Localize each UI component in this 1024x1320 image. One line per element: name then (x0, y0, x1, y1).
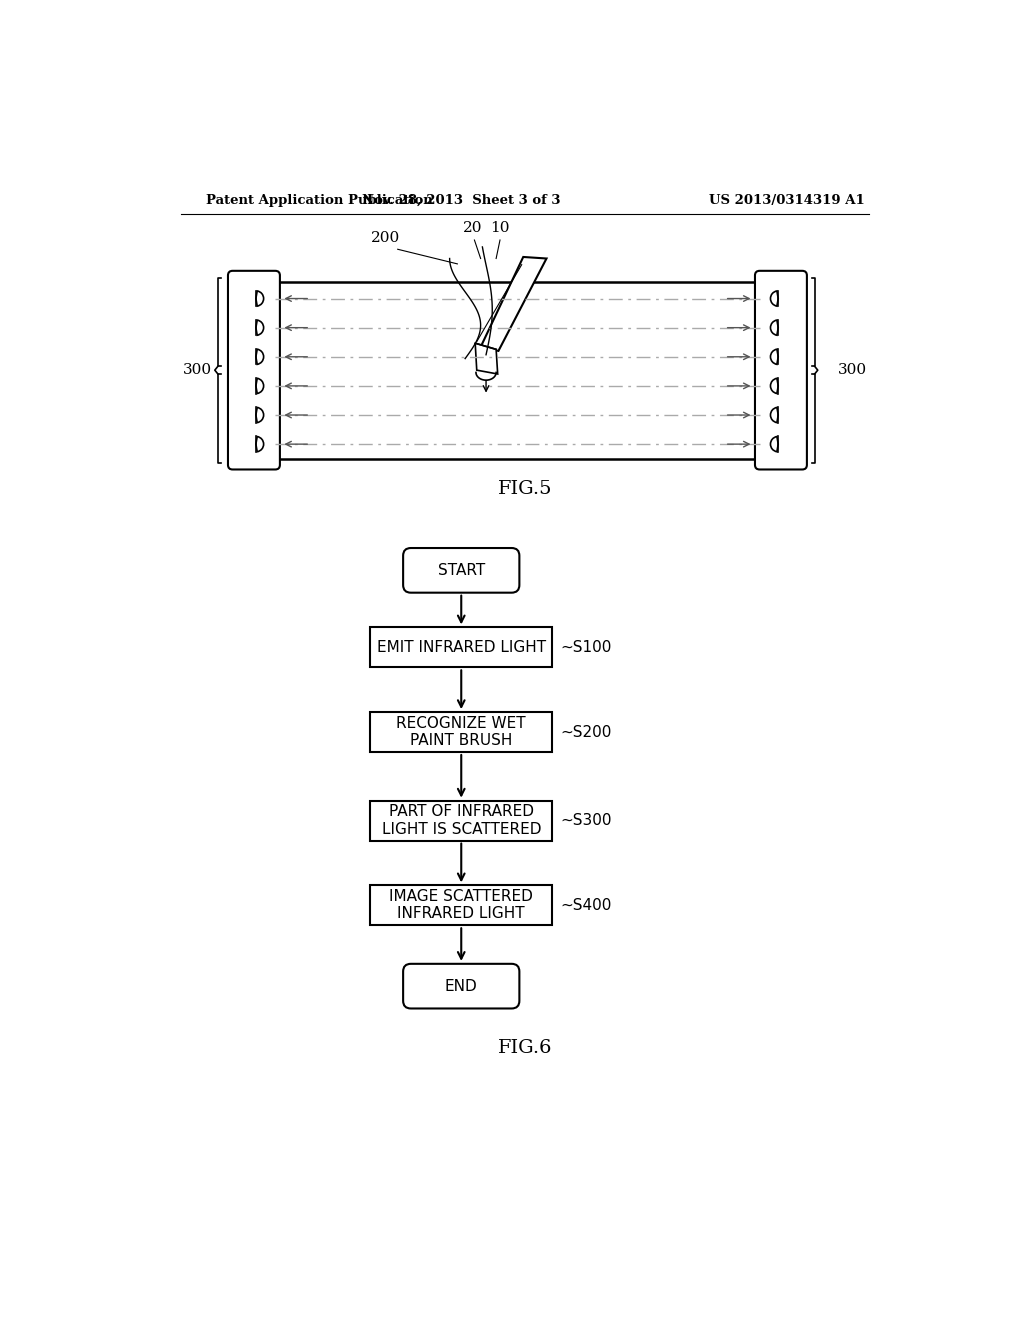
Text: 20: 20 (463, 222, 482, 235)
Text: ~S400: ~S400 (560, 898, 611, 913)
Bar (371, 886, 552, 925)
Wedge shape (256, 350, 263, 364)
Text: 300: 300 (182, 363, 212, 378)
Text: Nov. 28, 2013  Sheet 3 of 3: Nov. 28, 2013 Sheet 3 of 3 (362, 194, 560, 207)
Bar (271, 281, 764, 459)
Text: ~S100: ~S100 (560, 640, 611, 655)
FancyBboxPatch shape (755, 271, 807, 470)
Wedge shape (770, 350, 778, 364)
Wedge shape (770, 437, 778, 451)
Text: 300: 300 (838, 363, 867, 378)
Wedge shape (770, 408, 778, 422)
Wedge shape (256, 437, 263, 451)
Wedge shape (770, 379, 778, 393)
Bar (371, 711, 552, 752)
Text: Patent Application Publication: Patent Application Publication (206, 194, 432, 207)
Text: US 2013/0314319 A1: US 2013/0314319 A1 (709, 194, 864, 207)
Text: ~S200: ~S200 (560, 725, 611, 739)
Wedge shape (256, 379, 263, 393)
Text: RECOGNIZE WET
PAINT BRUSH: RECOGNIZE WET PAINT BRUSH (396, 715, 526, 748)
Text: PART OF INFRARED
LIGHT IS SCATTERED: PART OF INFRARED LIGHT IS SCATTERED (382, 804, 541, 837)
Text: FIG.6: FIG.6 (498, 1039, 552, 1057)
Bar (371, 627, 552, 668)
Wedge shape (770, 319, 778, 335)
Polygon shape (475, 343, 498, 374)
Polygon shape (480, 257, 547, 351)
Text: IMAGE SCATTERED
INFRARED LIGHT: IMAGE SCATTERED INFRARED LIGHT (389, 890, 534, 921)
Wedge shape (256, 319, 263, 335)
Text: FIG.5: FIG.5 (498, 480, 552, 499)
Wedge shape (256, 408, 263, 422)
Bar (371, 800, 552, 841)
FancyBboxPatch shape (403, 548, 519, 593)
Wedge shape (770, 290, 778, 306)
Text: ~S300: ~S300 (560, 813, 611, 828)
FancyBboxPatch shape (228, 271, 280, 470)
Text: 200: 200 (371, 231, 400, 244)
Text: EMIT INFRARED LIGHT: EMIT INFRARED LIGHT (377, 640, 546, 655)
Wedge shape (256, 290, 263, 306)
FancyBboxPatch shape (403, 964, 519, 1008)
Text: END: END (444, 978, 477, 994)
Text: 10: 10 (490, 222, 510, 235)
Text: START: START (437, 562, 485, 578)
